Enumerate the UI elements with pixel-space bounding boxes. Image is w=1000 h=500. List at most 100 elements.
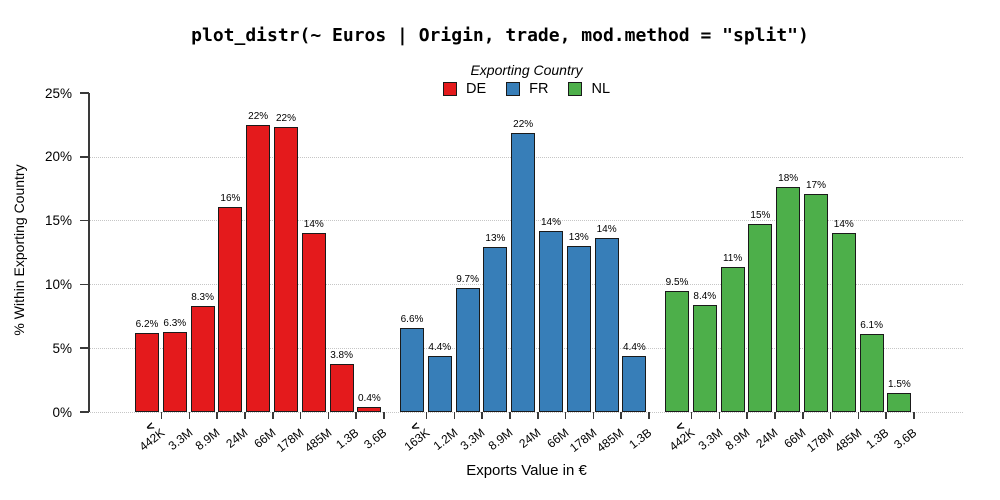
bar-value-label: 6.2%	[135, 318, 159, 330]
x-tick-label: 66M	[781, 425, 809, 451]
legend-label: NL	[591, 81, 611, 97]
bar-value-label: 18%	[778, 173, 799, 185]
x-tick	[272, 412, 274, 419]
x-tick-label: 66M	[251, 425, 279, 451]
bar-value-label: 3.8%	[330, 349, 353, 361]
x-tick-label: 3.3M	[695, 425, 725, 453]
y-tick-25%	[80, 92, 89, 94]
bar-nl-1	[665, 290, 689, 412]
y-tick-label: 5%	[52, 340, 72, 356]
x-tick-label: 178M	[566, 425, 599, 456]
chart-title: plot_distr(~ Euros | Origin, trade, mod.…	[191, 25, 809, 46]
y-tick-15%	[80, 219, 89, 222]
bar-nl-6	[804, 193, 828, 412]
x-tick-label: 178M	[803, 425, 837, 456]
bar-nl-8	[859, 334, 884, 412]
bar-value-label: 9.7%	[456, 274, 479, 286]
x-tick-label: 8.9M	[485, 425, 516, 453]
bar-value-label: 15%	[750, 210, 771, 222]
x-tick	[481, 412, 483, 419]
legend-label: FR	[529, 81, 549, 97]
bar-nl-2	[692, 304, 717, 412]
bar-value-label: 13%	[568, 232, 589, 244]
y-tick-5%	[80, 347, 89, 349]
bar-de-7	[301, 233, 326, 412]
x-tick	[648, 412, 650, 419]
x-tick-label: 24M	[753, 425, 781, 451]
bar-value-label: 6.6%	[400, 313, 424, 325]
bar-de-8	[329, 363, 354, 412]
bar-value-label: 1.5%	[887, 378, 911, 390]
x-tick	[509, 412, 511, 419]
bar-value-label: 16%	[220, 192, 241, 204]
bar-value-label: 22%	[513, 118, 534, 130]
x-tick-label: 442K	[136, 425, 168, 454]
x-tick-label: 3.6B	[361, 425, 390, 452]
x-tick-label: 66M	[544, 425, 572, 451]
x-tick	[383, 412, 385, 419]
y-tick-10%	[80, 283, 89, 286]
bar-value-label: 6.3%	[163, 317, 187, 329]
bar-de-3	[190, 306, 215, 412]
x-tick-label: 1.2M	[430, 425, 460, 453]
x-tick	[718, 412, 721, 419]
bar-value-label: 13%	[485, 233, 506, 245]
y-axis-line	[88, 93, 90, 412]
bar-de-4	[218, 206, 243, 412]
x-tick	[620, 412, 622, 419]
x-tick-label: 3.3M	[165, 425, 195, 453]
bar-value-label: 22%	[275, 113, 297, 125]
y-tick-label: 25%	[44, 85, 72, 101]
x-tick-label: 485M	[301, 425, 334, 456]
x-tick-label: 1.3B	[333, 425, 362, 452]
bar-fr-6	[539, 230, 563, 412]
x-tick	[746, 412, 748, 419]
x-tick	[774, 412, 776, 419]
bar-value-label: 14%	[540, 216, 562, 228]
x-tick	[857, 412, 860, 419]
x-tick	[453, 412, 456, 419]
bar-nl-7	[831, 233, 856, 412]
x-tick-label: 485M	[831, 425, 864, 456]
x-tick	[885, 412, 887, 419]
x-tick	[592, 412, 595, 419]
x-tick-label: 1.3B	[626, 425, 655, 452]
y-tick-label: 15%	[44, 213, 72, 229]
bar-value-label: 8.3%	[191, 292, 214, 304]
gridline-0%	[90, 411, 963, 413]
bar-fr-7	[566, 246, 591, 412]
x-tick-label: 163K	[401, 425, 433, 454]
legend-entry-fr: FR	[506, 81, 548, 97]
bar-value-label: 4.4%	[428, 341, 452, 353]
x-tick-label: 24M	[516, 425, 544, 451]
legend-title: Exporting Country	[470, 62, 583, 78]
x-tick	[537, 412, 539, 419]
bar-fr-8	[594, 238, 619, 412]
x-tick	[216, 412, 218, 419]
bar-fr-5	[511, 132, 536, 412]
y-tick-label: 0%	[52, 404, 72, 420]
x-tick-label: 442K	[666, 425, 698, 454]
x-tick-label: 485M	[594, 425, 627, 456]
bar-value-label: 4.4%	[622, 341, 646, 353]
x-tick	[188, 412, 191, 419]
x-tick	[564, 412, 567, 419]
bar-value-label: 0.4%	[357, 392, 381, 404]
x-tick-label: 24M	[223, 425, 251, 451]
bar-value-label: 14%	[596, 224, 617, 236]
x-tick	[690, 412, 693, 419]
bar-de-5	[246, 124, 271, 412]
bar-value-label: 9.5%	[665, 276, 689, 288]
bar-fr-4	[483, 247, 508, 412]
y-tick-label: 20%	[44, 149, 72, 165]
bar-fr-9	[622, 355, 647, 412]
x-tick-label: 8.9M	[193, 425, 223, 453]
bar-value-label: 17%	[805, 179, 827, 191]
x-tick	[425, 412, 428, 419]
bar-de-1	[135, 332, 159, 412]
x-axis-title: Exports Value in €	[466, 462, 587, 479]
bar-de-6	[274, 127, 298, 412]
legend-label: DE	[465, 81, 487, 97]
x-tick-label: 8.9M	[723, 425, 753, 453]
legend: DE FR NL	[90, 81, 963, 97]
